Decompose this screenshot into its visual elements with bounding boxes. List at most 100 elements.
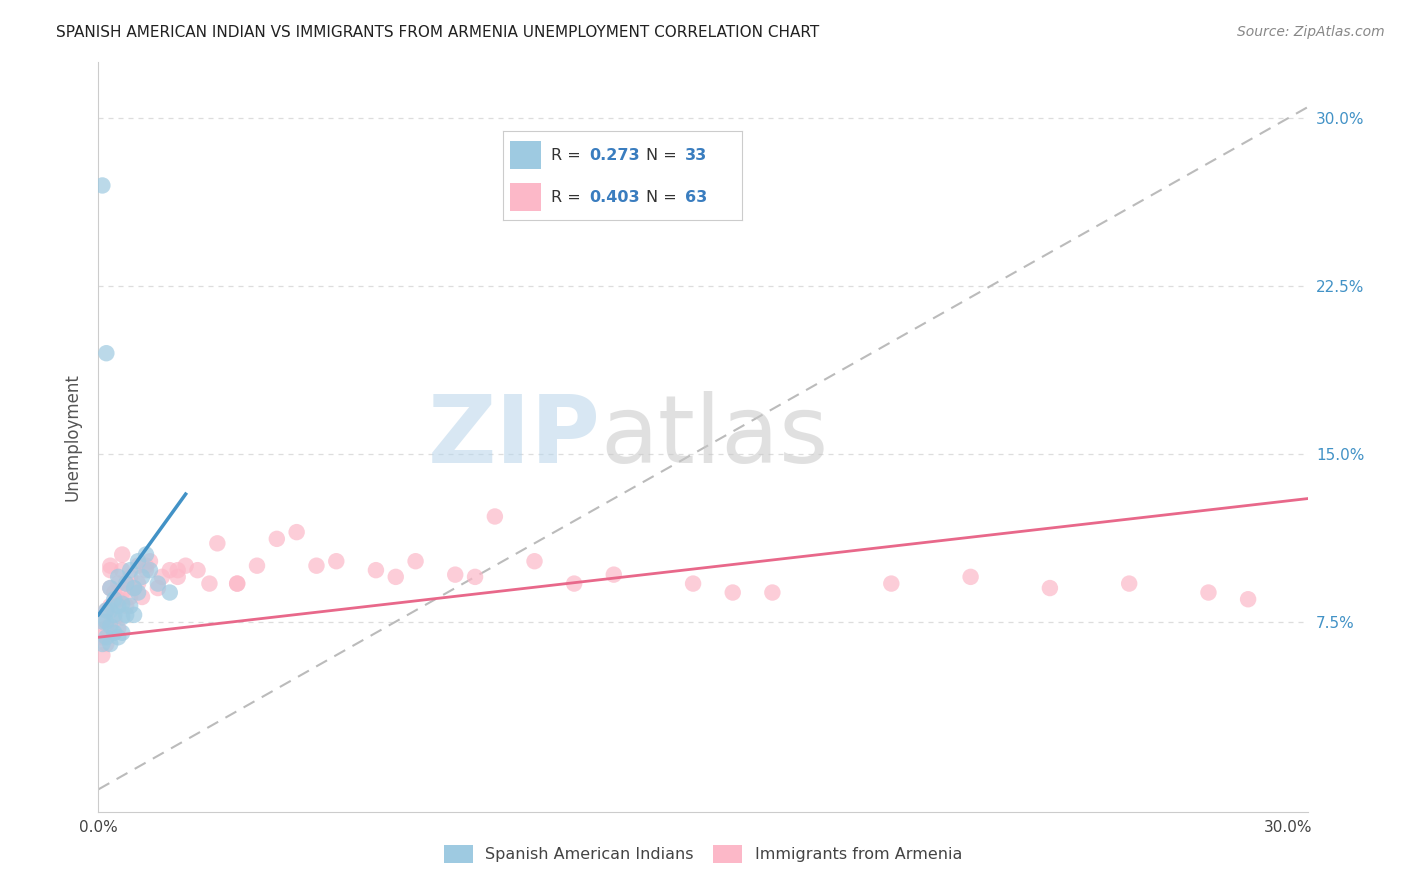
- Text: R =: R =: [551, 148, 585, 162]
- Point: [127, 554, 149, 568]
- Point: [103, 607, 125, 622]
- Point: [562, 576, 585, 591]
- Point: [325, 554, 347, 568]
- Point: [98, 581, 121, 595]
- Point: [305, 558, 328, 573]
- Point: [1237, 592, 1260, 607]
- Text: R =: R =: [551, 190, 585, 204]
- Point: [266, 532, 288, 546]
- Point: [1039, 581, 1062, 595]
- Y-axis label: Unemployment: Unemployment: [63, 373, 82, 501]
- Point: [139, 554, 162, 568]
- Point: [111, 563, 134, 577]
- Point: [120, 599, 142, 613]
- Point: [761, 585, 783, 599]
- Text: 0.403: 0.403: [589, 190, 640, 204]
- Point: [107, 599, 129, 613]
- Point: [246, 558, 269, 573]
- Legend: Spanish American Indians, Immigrants from Armenia: Spanish American Indians, Immigrants fro…: [436, 837, 970, 871]
- Point: [98, 558, 121, 573]
- Point: [103, 592, 125, 607]
- Point: [135, 558, 157, 573]
- Point: [98, 603, 121, 617]
- Point: [198, 576, 221, 591]
- Point: [111, 597, 134, 611]
- Point: [464, 570, 486, 584]
- Point: [127, 558, 149, 573]
- Text: SPANISH AMERICAN INDIAN VS IMMIGRANTS FROM ARMENIA UNEMPLOYMENT CORRELATION CHAR: SPANISH AMERICAN INDIAN VS IMMIGRANTS FR…: [56, 25, 820, 40]
- Point: [98, 563, 121, 577]
- Point: [91, 648, 114, 662]
- Point: [523, 554, 546, 568]
- Point: [107, 576, 129, 591]
- Point: [959, 570, 981, 584]
- Point: [135, 548, 157, 562]
- Point: [207, 536, 229, 550]
- Point: [364, 563, 387, 577]
- Point: [115, 599, 138, 613]
- Point: [98, 599, 121, 613]
- Point: [96, 637, 118, 651]
- Bar: [510, 141, 541, 169]
- Point: [115, 576, 138, 591]
- Point: [135, 563, 157, 577]
- Point: [166, 563, 188, 577]
- Point: [91, 178, 114, 193]
- Point: [107, 592, 129, 607]
- Point: [103, 585, 125, 599]
- Point: [880, 576, 903, 591]
- Point: [96, 630, 118, 644]
- Point: [120, 563, 142, 577]
- Point: [285, 525, 308, 540]
- Point: [98, 581, 121, 595]
- Text: 33: 33: [685, 148, 707, 162]
- Bar: [510, 183, 541, 211]
- Point: [682, 576, 704, 591]
- Point: [139, 563, 162, 577]
- Point: [91, 637, 114, 651]
- Point: [115, 607, 138, 622]
- Point: [111, 548, 134, 562]
- Text: 0.273: 0.273: [589, 148, 640, 162]
- Point: [91, 615, 114, 629]
- Point: [166, 570, 188, 584]
- Point: [405, 554, 427, 568]
- Point: [96, 603, 118, 617]
- Point: [111, 625, 134, 640]
- Point: [107, 621, 129, 635]
- Point: [96, 615, 118, 629]
- Point: [174, 558, 197, 573]
- Point: [111, 585, 134, 599]
- Point: [91, 615, 114, 629]
- Point: [91, 630, 114, 644]
- Point: [96, 346, 118, 360]
- Point: [721, 585, 744, 599]
- Point: [127, 576, 149, 591]
- Point: [603, 567, 626, 582]
- Text: atlas: atlas: [600, 391, 828, 483]
- Point: [120, 590, 142, 604]
- Point: [226, 576, 249, 591]
- Text: ZIP: ZIP: [427, 391, 600, 483]
- Point: [127, 585, 149, 599]
- Point: [122, 607, 145, 622]
- Point: [115, 576, 138, 591]
- Point: [186, 563, 208, 577]
- Point: [131, 570, 153, 584]
- Point: [150, 570, 173, 584]
- Point: [159, 585, 181, 599]
- Point: [103, 625, 125, 640]
- Point: [122, 581, 145, 595]
- Point: [96, 621, 118, 635]
- Point: [484, 509, 506, 524]
- Text: Source: ZipAtlas.com: Source: ZipAtlas.com: [1237, 25, 1385, 39]
- Point: [444, 567, 467, 582]
- Point: [122, 581, 145, 595]
- Point: [103, 612, 125, 626]
- Point: [120, 570, 142, 584]
- Point: [107, 570, 129, 584]
- Point: [96, 603, 118, 617]
- Point: [159, 563, 181, 577]
- Point: [98, 619, 121, 633]
- Point: [107, 630, 129, 644]
